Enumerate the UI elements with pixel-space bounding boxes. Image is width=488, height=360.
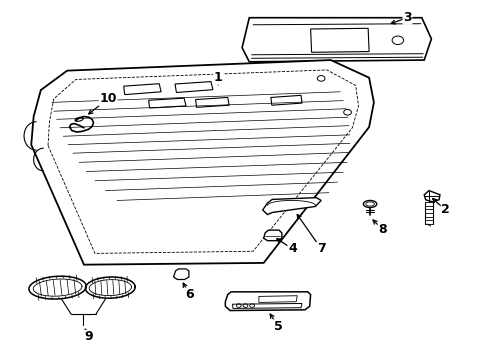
Polygon shape	[263, 230, 281, 241]
Text: 6: 6	[184, 288, 193, 301]
Text: 1: 1	[213, 71, 222, 84]
Polygon shape	[262, 198, 321, 215]
Polygon shape	[424, 190, 439, 202]
Text: 10: 10	[99, 93, 117, 105]
Text: 2: 2	[441, 203, 449, 216]
Polygon shape	[29, 276, 86, 299]
Polygon shape	[31, 60, 373, 265]
Polygon shape	[89, 280, 131, 296]
Text: 7: 7	[316, 242, 325, 255]
Polygon shape	[225, 292, 310, 311]
Polygon shape	[173, 269, 188, 279]
Polygon shape	[85, 277, 135, 298]
Text: 5: 5	[273, 320, 282, 333]
Text: 3: 3	[402, 11, 411, 24]
Text: 9: 9	[84, 330, 93, 343]
Text: 8: 8	[377, 223, 386, 236]
Polygon shape	[242, 18, 430, 62]
Polygon shape	[33, 279, 82, 296]
Text: 4: 4	[287, 242, 296, 255]
